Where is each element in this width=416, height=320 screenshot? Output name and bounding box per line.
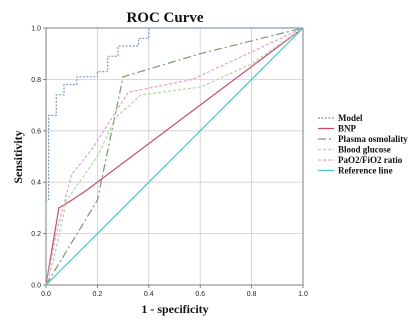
y-tick-label: 0.2 <box>31 231 41 238</box>
x-tick-label: 0.8 <box>247 291 257 298</box>
x-tick-label: 0.4 <box>144 291 154 298</box>
y-axis-label: Sensitivity <box>11 130 25 183</box>
legend-label: Model <box>338 113 363 123</box>
series-line-bnp <box>45 27 304 286</box>
legend-label: PaO2/FiO2 ratio <box>338 155 403 165</box>
series-line-plasma-osmolality <box>45 27 304 286</box>
legend-label: BNP <box>338 124 357 134</box>
series-lines <box>45 27 304 286</box>
chart-title: ROC Curve <box>126 10 203 26</box>
legend-label: Blood glucose <box>338 145 391 155</box>
x-tick-label: 0.6 <box>195 291 205 298</box>
legend-label: Plasma osmolality <box>338 134 408 144</box>
y-tick-label: 0.6 <box>31 128 41 135</box>
series-line-pao2-fio2-ratio <box>45 27 304 286</box>
series-line-blood-glucose <box>45 27 304 286</box>
y-tick-label: 0.4 <box>31 180 41 187</box>
x-tick-label: 0.0 <box>41 291 51 298</box>
legend-label: Reference line <box>338 166 393 176</box>
x-tick-label: 0.2 <box>93 291 103 298</box>
x-axis-label: 1 - specificity <box>141 302 208 316</box>
y-tick-label: 1.0 <box>31 26 41 33</box>
y-tick-label: 0.0 <box>31 283 41 290</box>
series-line-reference-line <box>45 27 304 286</box>
x-tick-label: 1.0 <box>298 291 308 298</box>
series-line-model <box>45 27 303 285</box>
y-tick-label: 0.8 <box>31 77 41 84</box>
axis-ticks: 0.0 0.2 0.4 0.6 0.8 1.0 0.0 0.2 0.4 0.6 0.8 1.0 <box>31 26 308 299</box>
